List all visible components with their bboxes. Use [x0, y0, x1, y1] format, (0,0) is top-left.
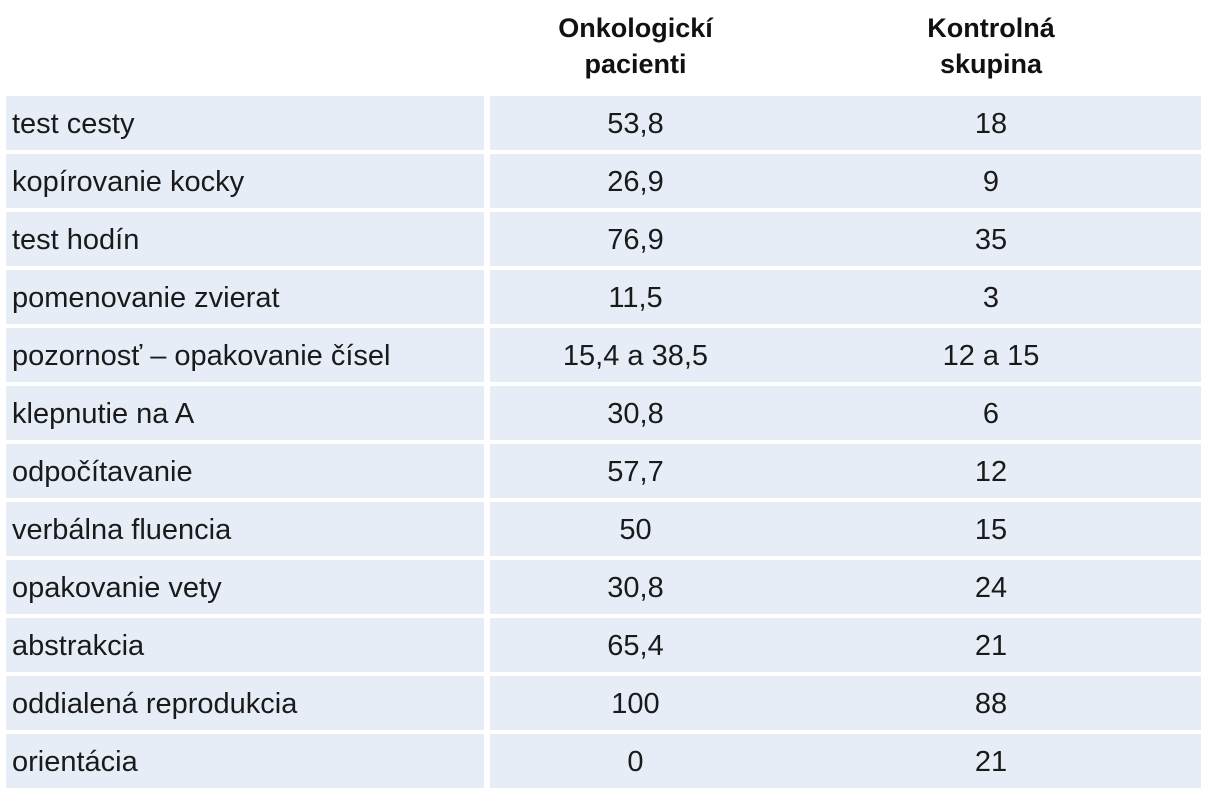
header-oncology-line1: Onkologickí [558, 13, 713, 43]
oncology-value: 11,5 [490, 270, 781, 324]
table-row: kopírovanie kocky 26,9 9 [6, 154, 1201, 212]
results-table: Onkologickí pacienti Kontrolná skupina t… [6, 0, 1201, 788]
control-value: 6 [781, 386, 1201, 440]
control-value: 3 [781, 270, 1201, 324]
table-header: Onkologickí pacienti Kontrolná skupina [6, 0, 1201, 96]
oncology-value: 100 [490, 676, 781, 730]
table-row: verbálna fluencia 50 15 [6, 502, 1201, 560]
oncology-value: 53,8 [490, 96, 781, 150]
header-control-line1: Kontrolná [927, 13, 1055, 43]
table-row: opakovanie vety 30,8 24 [6, 560, 1201, 618]
table-row: odpočítavanie 57,7 12 [6, 444, 1201, 502]
oncology-value: 30,8 [490, 560, 781, 614]
row-label: test hodín [6, 212, 484, 266]
row-label: kopírovanie kocky [6, 154, 484, 208]
table-row: test hodín 76,9 35 [6, 212, 1201, 270]
oncology-value: 0 [490, 734, 781, 788]
header-control-line2: skupina [939, 49, 1043, 79]
table-row: pomenovanie zvierat 11,5 3 [6, 270, 1201, 328]
table-row: abstrakcia 65,4 21 [6, 618, 1201, 676]
control-value: 88 [781, 676, 1201, 730]
table-row: oddialená reprodukcia 100 88 [6, 676, 1201, 734]
control-value: 21 [781, 734, 1201, 788]
header-control-group: Kontrolná skupina [781, 10, 1201, 82]
control-value: 15 [781, 502, 1201, 556]
control-value: 24 [781, 560, 1201, 614]
row-label: klepnutie na A [6, 386, 484, 440]
oncology-value: 76,9 [490, 212, 781, 266]
oncology-value: 50 [490, 502, 781, 556]
row-label: verbálna fluencia [6, 502, 484, 556]
control-value: 21 [781, 618, 1201, 672]
header-oncology-line2: pacienti [584, 49, 687, 79]
oncology-value: 26,9 [490, 154, 781, 208]
table-row: klepnutie na A 30,8 6 [6, 386, 1201, 444]
table-body: test cesty 53,8 18 kopírovanie kocky 26,9 9 te… [6, 96, 1201, 792]
row-label: orientácia [6, 734, 484, 788]
row-label: oddialená reprodukcia [6, 676, 484, 730]
row-label: odpočítavanie [6, 444, 484, 498]
oncology-value: 15,4 a 38,5 [490, 328, 781, 382]
header-oncology-patients: Onkologickí pacienti [490, 10, 781, 82]
control-value: 12 a 15 [781, 328, 1201, 382]
row-label: opakovanie vety [6, 560, 484, 614]
control-value: 35 [781, 212, 1201, 266]
row-label: pozornosť – opakovanie čísel [6, 328, 484, 382]
row-label: test cesty [6, 96, 484, 150]
oncology-value: 65,4 [490, 618, 781, 672]
control-value: 12 [781, 444, 1201, 498]
table-row: pozornosť – opakovanie čísel 15,4 a 38,5 1… [6, 328, 1201, 386]
table-row: orientácia 0 21 [6, 734, 1201, 792]
control-value: 9 [781, 154, 1201, 208]
row-label: abstrakcia [6, 618, 484, 672]
table-row: test cesty 53,8 18 [6, 96, 1201, 154]
oncology-value: 57,7 [490, 444, 781, 498]
row-label: pomenovanie zvierat [6, 270, 484, 324]
oncology-value: 30,8 [490, 386, 781, 440]
control-value: 18 [781, 96, 1201, 150]
